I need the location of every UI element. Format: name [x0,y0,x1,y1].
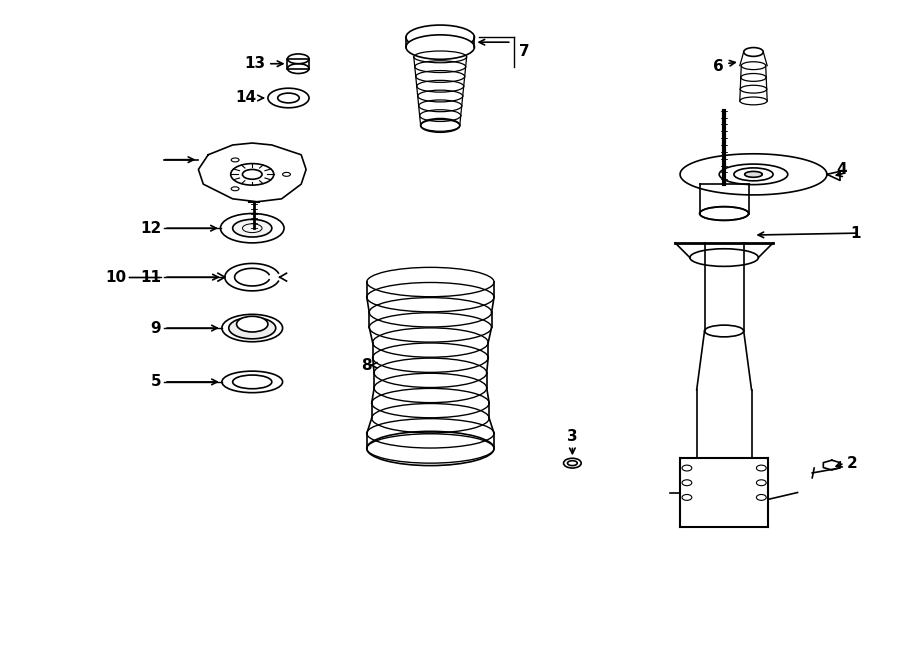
Text: 12: 12 [140,221,161,236]
Ellipse shape [283,173,291,176]
Text: 11: 11 [140,270,161,285]
Ellipse shape [744,171,762,177]
Text: 6: 6 [714,59,724,74]
Text: 9: 9 [150,321,161,336]
Ellipse shape [231,158,239,162]
Text: 7: 7 [518,44,529,59]
Text: 8: 8 [361,358,372,373]
Ellipse shape [690,249,759,266]
Text: 14: 14 [235,91,256,106]
Text: 5: 5 [150,374,161,389]
Ellipse shape [699,207,749,220]
Ellipse shape [406,35,474,59]
Text: 10: 10 [106,270,127,285]
Text: 2: 2 [847,455,857,471]
Text: 3: 3 [567,428,578,444]
Text: 4: 4 [836,162,847,177]
Text: 1: 1 [850,225,861,241]
Text: 13: 13 [244,56,265,71]
Ellipse shape [231,187,239,191]
Ellipse shape [233,219,272,237]
Ellipse shape [237,317,268,332]
Ellipse shape [229,317,275,339]
